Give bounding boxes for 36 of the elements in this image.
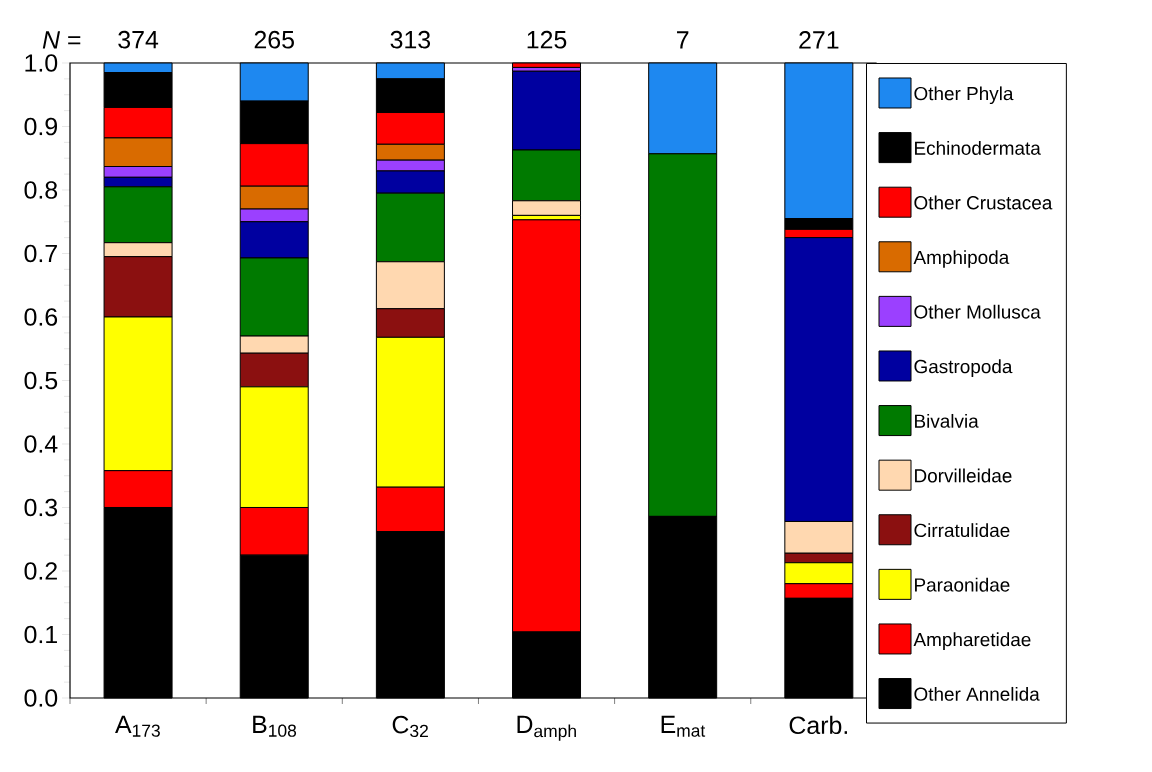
y-tick-label: 0.0 xyxy=(24,689,58,707)
x-tick-label: A$_{173}$ xyxy=(115,715,160,737)
legend-label: Echinodermata xyxy=(915,140,1041,155)
text: 374 xyxy=(118,30,159,49)
text: 271 xyxy=(799,31,839,49)
text: 125 xyxy=(527,30,567,49)
y-tick-label: 0.7 xyxy=(24,244,57,263)
y-tick-label: 0.8 xyxy=(24,181,58,199)
x-tick-label: C$_{32}$ xyxy=(392,715,428,738)
legend-label: Other Mollusca xyxy=(914,304,1041,319)
legend-label: Ampharetidae xyxy=(913,632,1031,650)
legend-label: Amphipoda xyxy=(913,250,1010,268)
y-tick-label: 0.1 xyxy=(24,625,57,644)
y-tick-label: 0.9 xyxy=(24,117,57,136)
y-tick-label: 0.2 xyxy=(24,562,57,580)
legend-label: Paraonidae xyxy=(915,577,1010,592)
legend-label: Gastropoda xyxy=(914,359,1013,378)
x-tick-label: Carb. xyxy=(789,715,847,735)
y-tick-label: 0.5 xyxy=(24,371,58,390)
y-tick-label: 0.6 xyxy=(24,308,58,326)
legend-label: Other Phyla xyxy=(914,86,1014,105)
text: N = xyxy=(42,31,81,49)
text: 265 xyxy=(254,30,294,49)
y-tick-label: 1.0 xyxy=(25,54,58,72)
legend-label: Other Annelida xyxy=(914,686,1040,701)
text: 313 xyxy=(390,30,431,49)
text: 7 xyxy=(677,31,689,49)
x-tick-label: B$_{108}$ xyxy=(253,715,297,737)
x-tick-label: D$_{amph}$ xyxy=(517,715,576,741)
legend-label: Cirratulidae xyxy=(914,523,1010,538)
y-tick-label: 0.4 xyxy=(24,435,58,453)
x-tick-label: E$_{mat}$ xyxy=(661,715,706,737)
y-tick-label: 0.3 xyxy=(24,498,58,517)
legend-label: Bivalvia xyxy=(915,413,979,428)
legend-label: Other Crustacea xyxy=(914,195,1053,210)
legend-label: Dorvilleidae xyxy=(915,468,1012,483)
